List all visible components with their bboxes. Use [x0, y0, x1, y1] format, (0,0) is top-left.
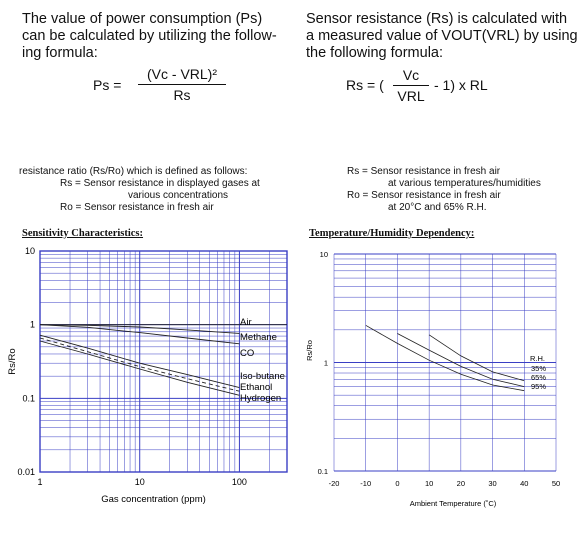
- series-line-rh-35: [365, 324, 525, 392]
- plot-frame: [39, 250, 288, 473]
- right-def-rs: Rs = Sensor resistance in fresh air: [347, 166, 501, 177]
- para-line: Sensor resistance (Rs) is calculated wit…: [306, 11, 568, 27]
- y-tick-label: 1: [30, 320, 35, 330]
- x-tick-label: 1: [37, 477, 42, 487]
- series-line-iso-butane: [39, 334, 240, 389]
- temperature-chart-title: Temperature/Humidity Dependency:: [309, 228, 475, 239]
- x-axis-label: Ambient Temperature (˚C): [410, 499, 497, 508]
- x-tick-label: -20: [329, 479, 340, 488]
- series-label-hydrogen: Hydrogen: [240, 393, 281, 404]
- x-tick-label: 40: [520, 479, 528, 488]
- sensor-resistance-paragraph: Sensor resistance (Rs) is calculated wit…: [306, 11, 581, 62]
- series-line-hydrogen: [39, 340, 240, 396]
- x-tick-label: -10: [360, 479, 371, 488]
- series-line-ethanol: [39, 337, 240, 392]
- power-formula-lhs: Ps =: [93, 77, 122, 93]
- series-label-air: Air: [240, 317, 252, 328]
- x-tick-label: 20: [457, 479, 465, 488]
- y-tick-label: 0.1: [318, 467, 328, 476]
- series-label-rh-95: 95%: [531, 382, 546, 391]
- x-tick-label: 30: [488, 479, 496, 488]
- y-tick-label: 10: [320, 250, 328, 259]
- para-line: a measured value of VOUT(VRL) by using: [306, 28, 578, 44]
- rs-formula-denominator: VRL: [397, 88, 425, 104]
- rs-formula-fraction-bar: [393, 85, 429, 86]
- sensitivity-chart-title: Sensitivity Characteristics:: [22, 228, 144, 239]
- para-line: can be calculated by utilizing the follo…: [22, 28, 277, 44]
- right-def-ro: Ro = Sensor resistance in fresh air: [347, 190, 501, 201]
- x-tick-label: 100: [232, 477, 247, 487]
- para-line: The value of power consumption (Ps): [22, 11, 263, 27]
- y-tick-label: 1: [324, 359, 328, 368]
- power-consumption-paragraph: The value of power consumption (Ps) can …: [22, 11, 292, 62]
- series-label-methane: Methane: [240, 332, 277, 343]
- rs-formula-numerator: Vc: [402, 67, 420, 83]
- y-axis-label: Rs/Ro: [305, 340, 314, 361]
- left-def-intro: resistance ratio (Rs/Ro) which is define…: [19, 166, 248, 177]
- legend-title: R.H.: [530, 354, 545, 363]
- series-line-rh-65: [397, 333, 525, 387]
- series-label-rh-65: 65%: [531, 373, 546, 382]
- power-formula-fraction-bar: [138, 84, 226, 85]
- series-line-methane: [39, 324, 240, 334]
- series-label-rh-35: 35%: [531, 364, 546, 373]
- y-tick-label: 0.1: [22, 393, 35, 403]
- para-line: ing formula:: [22, 45, 98, 61]
- series-line-co: [39, 324, 240, 345]
- series-label-ethanol: Ethanol: [240, 382, 272, 393]
- left-def-rs: Rs = Sensor resistance in displayed gase…: [60, 178, 260, 189]
- y-axis-label: Rs/Ro: [7, 348, 18, 374]
- y-tick-label: 0.01: [17, 467, 35, 477]
- x-tick-label: 10: [135, 477, 145, 487]
- series-line-rh-95: [428, 334, 525, 382]
- series-label-iso-butane: Iso-butane: [240, 371, 285, 382]
- x-tick-label: 50: [552, 479, 560, 488]
- y-tick-label: 10: [25, 246, 35, 256]
- rs-formula-lhs: Rs = (: [346, 77, 384, 93]
- x-tick-label: 10: [425, 479, 433, 488]
- x-tick-label: 0: [395, 479, 399, 488]
- para-line: the following formula:: [306, 45, 444, 61]
- power-formula-denominator: Rs: [173, 87, 191, 103]
- x-axis-label: Gas concentration (ppm): [101, 494, 206, 505]
- series-label-co: CO: [240, 348, 254, 359]
- rs-formula-rhs: - 1) x RL: [434, 77, 488, 93]
- right-def-ro-cont: at 20°C and 65% R.H.: [388, 202, 487, 213]
- power-formula-numerator: (Vc - VRL)²: [147, 66, 217, 82]
- right-def-rs-cont: at various temperatures/humidities: [388, 178, 541, 189]
- left-def-rs-cont: various concentrations: [128, 190, 229, 201]
- temperature-chart: 10 1 0.1-20 -10 0 10 20 30 40 50 Ambient Temperatu…: [305, 250, 560, 508]
- left-def-ro: Ro = Sensor resistance in fresh air: [60, 202, 214, 213]
